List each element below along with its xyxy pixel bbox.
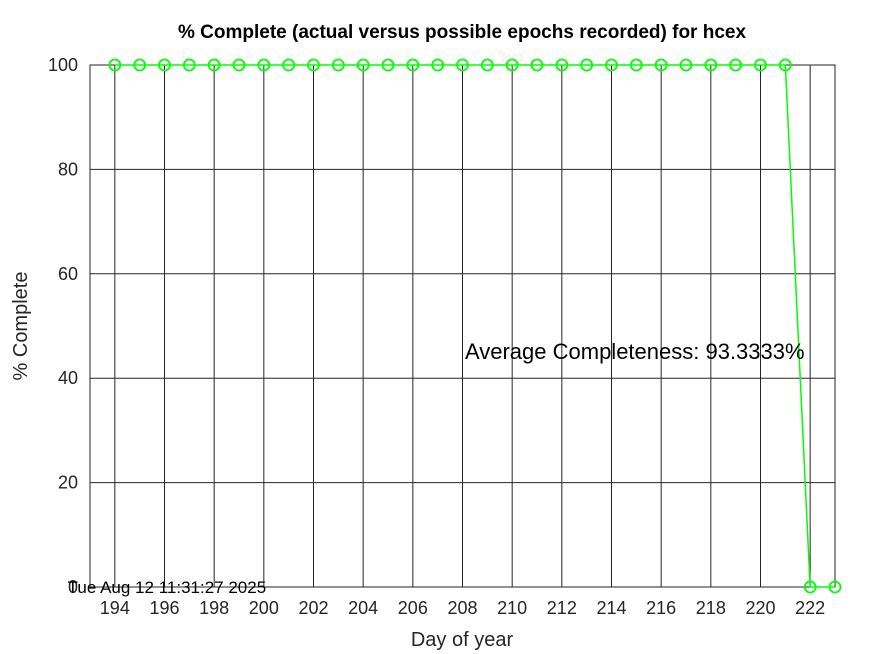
- data-point: [505, 58, 519, 72]
- series: [108, 58, 842, 594]
- data-point: [381, 58, 395, 72]
- x-tick-label: 202: [298, 598, 328, 618]
- x-tick-label: 198: [199, 598, 229, 618]
- x-tick-label: 196: [149, 598, 179, 618]
- data-point: [331, 58, 345, 72]
- x-axis-label: Day of year: [411, 629, 514, 651]
- x-tick-label: 210: [497, 598, 527, 618]
- x-tick-label: 220: [745, 598, 775, 618]
- x-tick-label: 216: [646, 598, 676, 618]
- data-point: [555, 58, 569, 72]
- data-point: [257, 58, 271, 72]
- x-tick-label: 212: [547, 598, 577, 618]
- data-point: [282, 58, 296, 72]
- data-point: [133, 58, 147, 72]
- ticks: 194 196 198 200 202 204 206 208 210 212 214 216 218 2…: [48, 55, 825, 618]
- y-axis-label: % Complete: [10, 272, 32, 381]
- annotations: Average Completeness: 93.3333% Tue Aug 12…: [68, 339, 805, 597]
- y-tick-label: 20: [58, 473, 78, 493]
- data-point: [158, 58, 171, 72]
- x-tick-label: 194: [100, 598, 130, 618]
- y-tick-label: 100: [48, 55, 78, 75]
- x-tick-label: 218: [696, 598, 726, 618]
- data-point: [629, 58, 643, 72]
- x-tick-label: 200: [249, 598, 279, 618]
- x-tick-label: 208: [447, 598, 477, 618]
- data-point: [456, 58, 469, 72]
- data-point: [803, 580, 817, 594]
- y-tick-label: 80: [58, 159, 78, 179]
- data-point: [307, 58, 320, 72]
- data-point: [480, 58, 494, 72]
- data-point: [828, 580, 842, 594]
- x-tick-label: 214: [596, 598, 626, 618]
- x-tick-label: 204: [348, 598, 378, 618]
- data-point: [530, 58, 544, 72]
- data-point: [232, 58, 246, 72]
- data-point: [754, 58, 767, 72]
- data-point: [679, 58, 693, 72]
- data-point: [605, 58, 618, 72]
- chart-title: % Complete (actual versus possible epoch…: [178, 22, 746, 43]
- data-point: [108, 58, 122, 72]
- series-line: [114, 64, 835, 588]
- x-tick-label: 206: [398, 598, 428, 618]
- data-point: [778, 58, 792, 72]
- data-point: [207, 58, 221, 72]
- data-point: [654, 58, 668, 72]
- grid: [90, 64, 835, 588]
- data-point: [704, 58, 718, 72]
- average-annotation: Average Completeness: 93.3333%: [465, 339, 805, 364]
- data-point: [580, 58, 594, 72]
- y-tick-label: 40: [58, 368, 78, 388]
- data-point: [356, 58, 370, 72]
- y-tick-label: 60: [58, 264, 78, 284]
- data-point: [729, 58, 743, 72]
- y-tick-label: 0: [68, 577, 78, 597]
- x-tick-label: 222: [795, 598, 825, 618]
- data-point: [182, 58, 196, 72]
- data-point: [431, 58, 445, 72]
- timestamp-annotation: Tue Aug 12 11:31:27 2025: [68, 578, 267, 597]
- data-point: [406, 58, 420, 72]
